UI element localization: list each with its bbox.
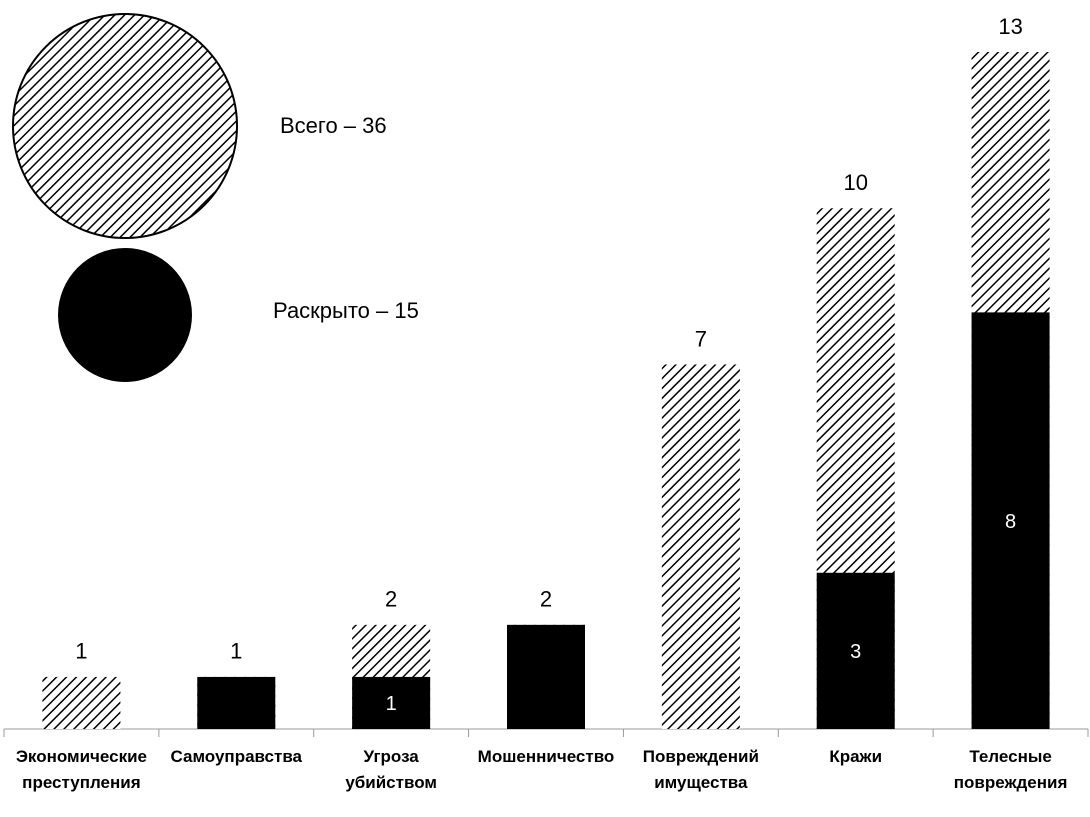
x-tick-label: Повреждений имущества [642,747,759,792]
x-tick-label: Телесные повреждения [953,747,1068,792]
value-label: 2 [385,587,397,612]
legend-swatch [58,248,192,382]
x-tick-label: Мошенничество [477,747,615,766]
bar [971,312,1050,729]
value-label: 1 [75,639,87,664]
bar [352,676,431,729]
bar [816,572,895,729]
x-tick-label: Угроза убийством [345,747,437,792]
value-label: 3 [850,641,861,663]
bar [661,364,740,729]
legend-label: Всего – 36 [280,113,387,138]
value-label: 1 [230,639,242,664]
x-tick-label: Самоуправства [170,747,303,766]
value-label: 8 [1005,511,1016,533]
bar [197,676,276,729]
x-tick-label: Кражи [829,747,883,766]
value-label: 7 [695,326,707,351]
value-label: 1 [386,693,397,715]
value-label: 13 [998,14,1022,39]
legend-label: Раскрыто – 15 [273,298,419,323]
x-tick-label: Экономические преступления [15,747,148,792]
value-label: 2 [540,587,552,612]
legend-swatch [12,13,238,239]
bar [42,676,121,729]
value-label: 10 [843,170,867,195]
bar [507,624,585,729]
